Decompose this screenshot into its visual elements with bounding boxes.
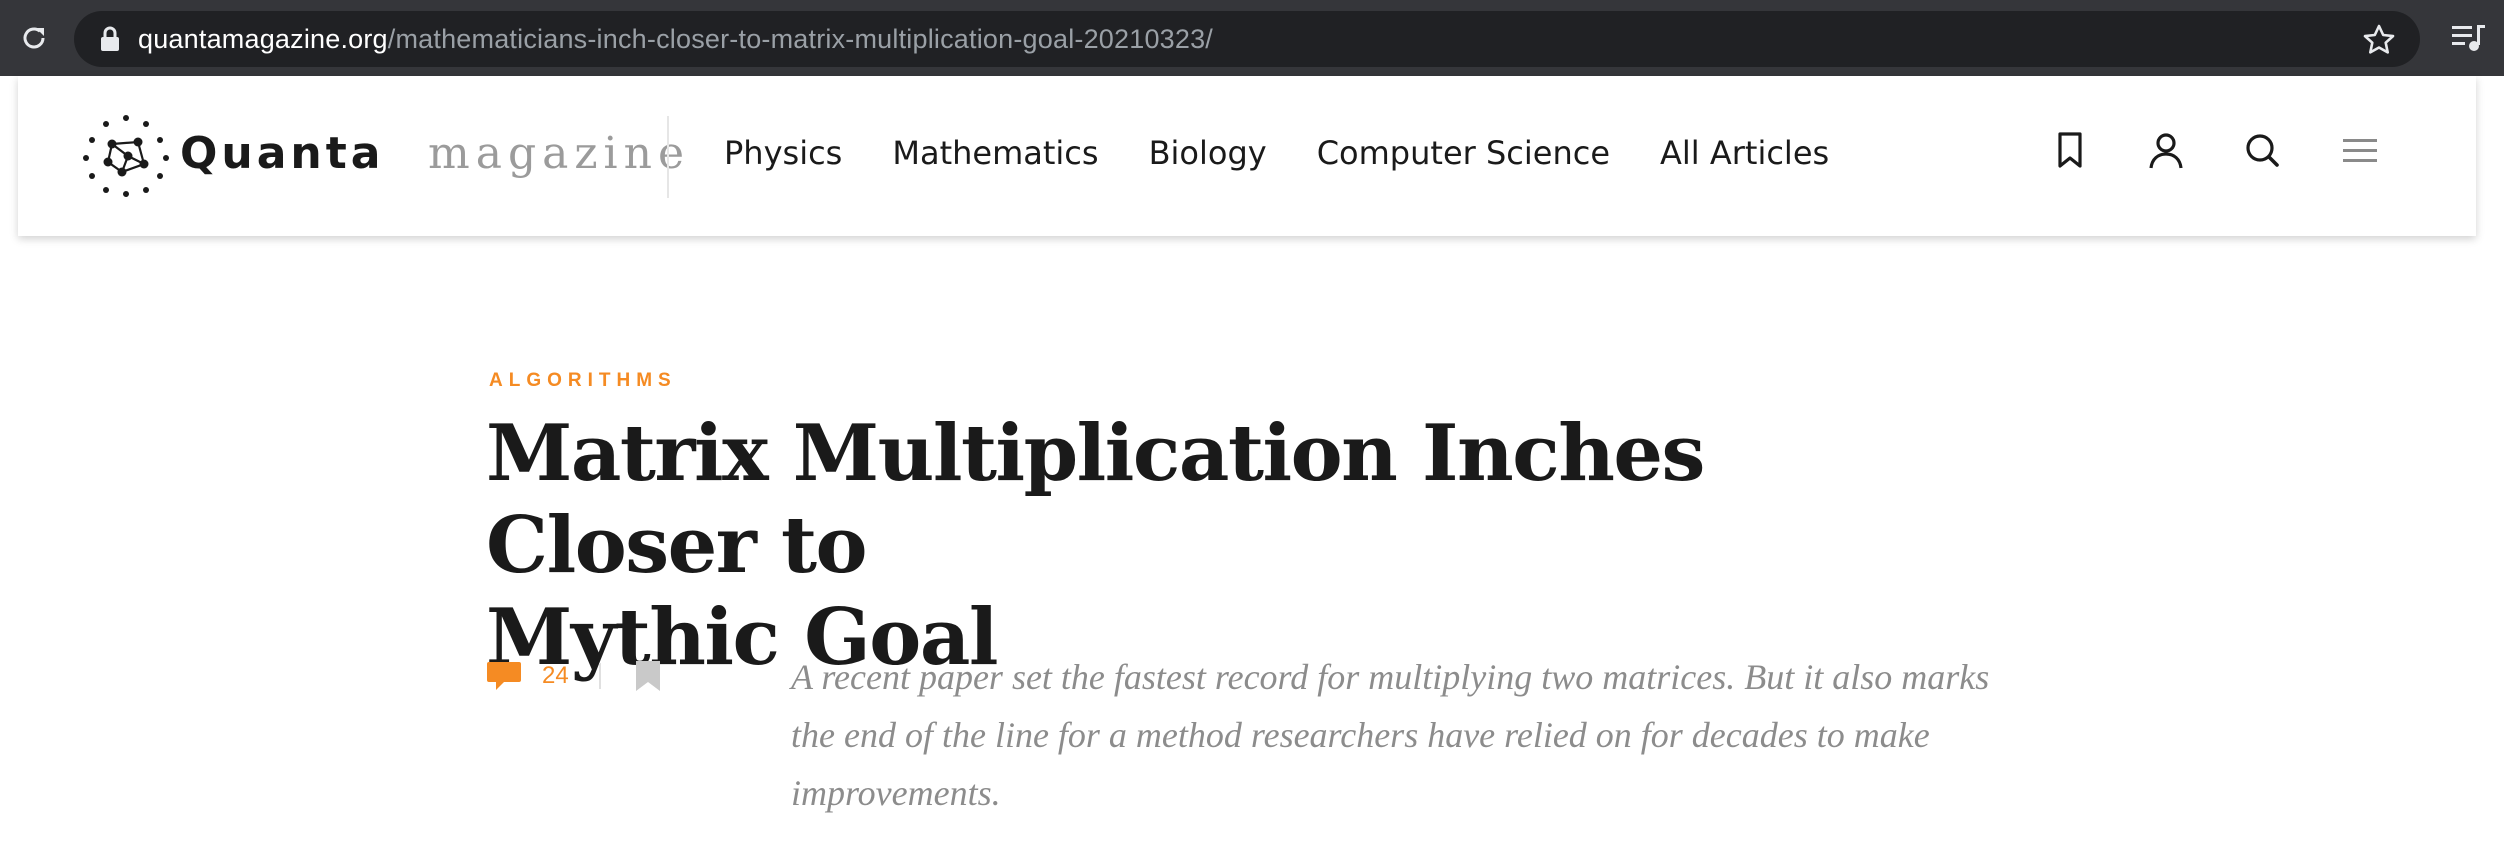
bookmark-icon[interactable] <box>2046 126 2094 174</box>
article-title-line-1: Matrix Multiplication Inches Closer to <box>486 408 1705 591</box>
logo-secondary-text: magazine <box>428 128 690 179</box>
url-domain: quantamagazine.org <box>138 23 388 54</box>
nav-physics[interactable]: Physics <box>724 134 843 172</box>
lock-icon <box>100 25 124 53</box>
url-path: /mathematicians-inch-closer-to-matrix-mu… <box>387 23 1214 54</box>
nav-mathematics[interactable]: Mathematics <box>892 134 1099 172</box>
bookmark-star-icon[interactable] <box>2362 23 2396 57</box>
browser-toolbar: quantamagazine.org/mathematicians-inch-c… <box>0 0 2504 76</box>
article-meta: 24 <box>486 656 661 696</box>
nav-all-articles[interactable]: All Articles <box>1660 134 1830 172</box>
media-controls-icon[interactable] <box>2450 22 2486 54</box>
address-bar[interactable]: quantamagazine.org/mathematicians-inch-c… <box>74 11 2420 67</box>
save-bookmark-icon[interactable] <box>635 660 661 692</box>
logo-primary-text: Quanta <box>180 128 385 179</box>
search-icon[interactable] <box>2238 126 2286 174</box>
reload-icon[interactable] <box>14 18 54 58</box>
url-text[interactable]: quantamagazine.org/mathematicians-inch-c… <box>138 24 1213 55</box>
nav-biology[interactable]: Biology <box>1148 134 1267 172</box>
article-deck: A recent paper set the fastest record fo… <box>791 657 1990 813</box>
header-divider <box>667 116 669 198</box>
site-header: Quanta magazine Physics Mathematics Biol… <box>18 76 2476 236</box>
article-title: Matrix Multiplication Inches Closer to My… <box>486 408 1986 684</box>
logo-mark-icon <box>83 115 169 197</box>
nav-computer-science[interactable]: Computer Science <box>1316 134 1610 172</box>
comment-count[interactable]: 24 <box>542 662 569 689</box>
user-icon[interactable] <box>2142 126 2190 174</box>
article-title-line-2: Mythic Goal <box>486 592 999 683</box>
site-logo[interactable]: Quanta magazine <box>82 114 684 198</box>
comment-icon[interactable] <box>486 660 522 692</box>
main-nav: Physics Mathematics Biology Computer Sci… <box>724 134 1879 178</box>
menu-icon[interactable] <box>2336 126 2384 174</box>
article-category[interactable]: ALGORITHMS <box>489 370 677 391</box>
meta-separator <box>598 663 601 689</box>
